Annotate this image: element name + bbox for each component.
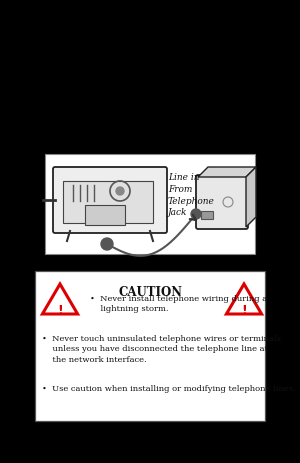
Circle shape xyxy=(191,210,201,219)
Text: Line in
From
Telephone
Jack: Line in From Telephone Jack xyxy=(168,173,215,217)
Bar xyxy=(201,212,213,219)
FancyBboxPatch shape xyxy=(53,168,167,233)
Text: !: ! xyxy=(57,303,63,316)
Polygon shape xyxy=(246,168,256,227)
Polygon shape xyxy=(226,284,262,314)
Bar xyxy=(45,155,255,255)
Polygon shape xyxy=(42,284,78,314)
Text: CAUTION: CAUTION xyxy=(118,285,182,298)
Text: •  Use caution when installing or modifying telephone lines.: • Use caution when installing or modifyi… xyxy=(42,384,296,392)
Text: •  Never touch uninsulated telephone wires or terminals
    unless you have disc: • Never touch uninsulated telephone wire… xyxy=(42,334,281,363)
Circle shape xyxy=(101,238,113,250)
Polygon shape xyxy=(198,168,256,178)
Circle shape xyxy=(116,188,124,195)
FancyBboxPatch shape xyxy=(196,175,248,230)
Text: •  Never install telephone wiring during a
    lightning storm.: • Never install telephone wiring during … xyxy=(90,294,267,313)
Bar xyxy=(63,181,153,224)
Text: !: ! xyxy=(241,303,247,316)
Bar xyxy=(85,206,125,225)
Bar xyxy=(35,271,265,421)
